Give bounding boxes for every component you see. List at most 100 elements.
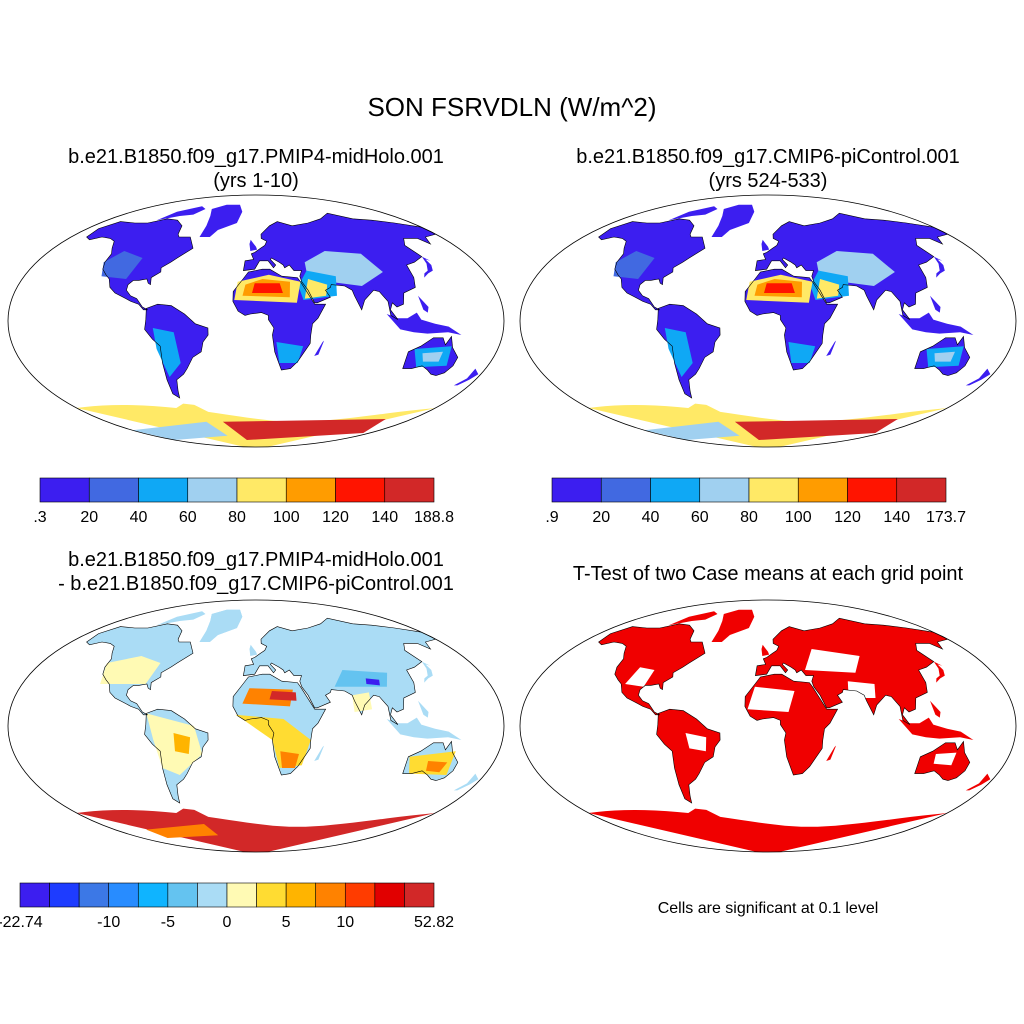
colorbar-swatch (285, 477, 336, 503)
coastline (86, 218, 194, 311)
field-safrica-orange (280, 751, 299, 768)
not-significant-region (747, 686, 795, 712)
coastline (232, 268, 327, 371)
colorbar-tick-label: 188.8 (414, 509, 454, 526)
field-safrica-blue (788, 342, 816, 363)
significant-britain (761, 644, 770, 656)
not-significant-region (933, 752, 957, 766)
land-indonesia (898, 312, 974, 335)
colorbar-case2: .9 20 40 60 80 100 120 140 173.7 (545, 477, 966, 526)
land-britain (761, 239, 770, 251)
significant-south-america (656, 709, 721, 803)
land-madagascar (314, 745, 325, 761)
coastline (744, 673, 839, 776)
colorbar-tick-label: 80 (740, 509, 758, 526)
not-significant-region (847, 681, 876, 698)
field-samerica-yellow (146, 713, 203, 775)
figure-title: SON FSRVDLN (W/m^2) (367, 92, 657, 122)
field-antarctica-red (222, 419, 386, 440)
colorbar-tick-label: 0 (223, 914, 232, 931)
colorbar-tick-label: -22.74 (0, 914, 43, 931)
colorbar-swatch (256, 882, 287, 908)
map-panel-case1 (7, 194, 505, 448)
coastline (755, 212, 949, 320)
field-antarctica-lightblue (644, 421, 740, 440)
field-sahara-red (764, 283, 795, 293)
significance-note: Cells are significant at 0.1 level (657, 900, 879, 917)
colorbar-tick-label: 100 (273, 509, 300, 526)
map-border (519, 599, 1017, 853)
land-philippines (418, 295, 429, 313)
field-sahara-darkred (269, 691, 297, 701)
colorbar-swatch (797, 477, 848, 503)
colorbar-tick-label: 40 (642, 509, 660, 526)
colorbar-swatch (108, 882, 139, 908)
colorbar-tick-label: -10 (97, 914, 120, 931)
significant-indonesia (898, 717, 974, 740)
coastline (232, 673, 327, 776)
field-samerica-orange (173, 733, 191, 754)
panel4-title: T-Test of two Case means at each grid po… (572, 563, 964, 585)
not-significant-region (685, 733, 707, 752)
colorbar-swatch (167, 882, 198, 908)
significant-north-america (598, 623, 705, 715)
significant-canada-islands (668, 611, 718, 626)
coastline (598, 623, 706, 716)
land-madagascar (826, 340, 837, 356)
panel3-title-line1: b.e21.B1850.f09_g17.PMIP4-midHolo.001 (68, 549, 444, 571)
land-new-zealand (453, 773, 479, 791)
field-safrica-blue (276, 342, 304, 363)
map-panel-ttest (519, 599, 1017, 853)
field-australia-light (422, 351, 443, 362)
significant-greenland (711, 609, 755, 642)
panel2-title: b.e21.B1850.f09_g17.CMIP6-piControl.001 … (518, 145, 1018, 193)
colorbar-swatch (896, 477, 947, 503)
colorbar-swatch (847, 477, 898, 503)
field-sahara-red (252, 283, 283, 293)
coastline (243, 617, 437, 725)
field-tibet-darkblue (365, 678, 380, 686)
colorbar-swatch (138, 477, 189, 503)
panel2-title-line2: (yrs 524-533) (708, 170, 828, 192)
field-greenland-lightblue (199, 609, 243, 642)
coastline (744, 268, 839, 371)
colorbar-tick-label: 20 (80, 509, 98, 526)
panel3-title-line2: - b.e21.B1850.f09_g17.CMIP6-piControl.00… (58, 573, 454, 595)
coastline (755, 617, 949, 725)
land-japan (421, 256, 433, 278)
colorbar-tick-label: .9 (545, 509, 558, 526)
colorbar-swatch (315, 882, 346, 908)
land-indonesia (386, 312, 462, 335)
colorbar-tick-label: 20 (592, 509, 610, 526)
coastline (144, 303, 209, 399)
colorbar-swatch (404, 882, 435, 908)
coastline (86, 623, 194, 716)
colorbar-tick-label: 80 (228, 509, 246, 526)
land-new-zealand (965, 368, 991, 386)
colorbar-tick-label: .3 (33, 509, 46, 526)
land-antarctica (76, 808, 436, 852)
map-panel-case2 (519, 194, 1017, 448)
panel3-title: b.e21.B1850.f09_g17.PMIP4-midHolo.001 - … (6, 548, 506, 596)
colorbar-tick-label: 60 (179, 509, 197, 526)
colorbar-swatch (384, 477, 435, 503)
colorbar-tick-label: 120 (834, 509, 861, 526)
land-canada-islands (668, 206, 718, 221)
colorbar-tick-label: 120 (322, 509, 349, 526)
colorbar-case1: .3 20 40 60 80 100 120 140 188.8 (33, 477, 454, 526)
land-eurasia (243, 618, 436, 725)
significant-madagascar (826, 745, 837, 761)
significant-antarctica (588, 808, 948, 852)
colorbar-tick-label: -5 (161, 914, 175, 931)
field-antarctica-orange (146, 824, 219, 838)
colorbar-tick-label: 100 (785, 509, 812, 526)
colorbar-tick-label: 140 (371, 509, 398, 526)
colorbar-swatch (344, 882, 376, 908)
field-namerica-yellow (100, 656, 161, 684)
land-britain (249, 644, 258, 656)
colorbar-swatch (748, 477, 799, 503)
panel1-title-line1: b.e21.B1850.f09_g17.PMIP4-midHolo.001 (68, 146, 444, 168)
colorbar-swatch (39, 477, 90, 503)
colorbar-swatch (226, 882, 257, 908)
colorbar-swatch (374, 882, 405, 908)
